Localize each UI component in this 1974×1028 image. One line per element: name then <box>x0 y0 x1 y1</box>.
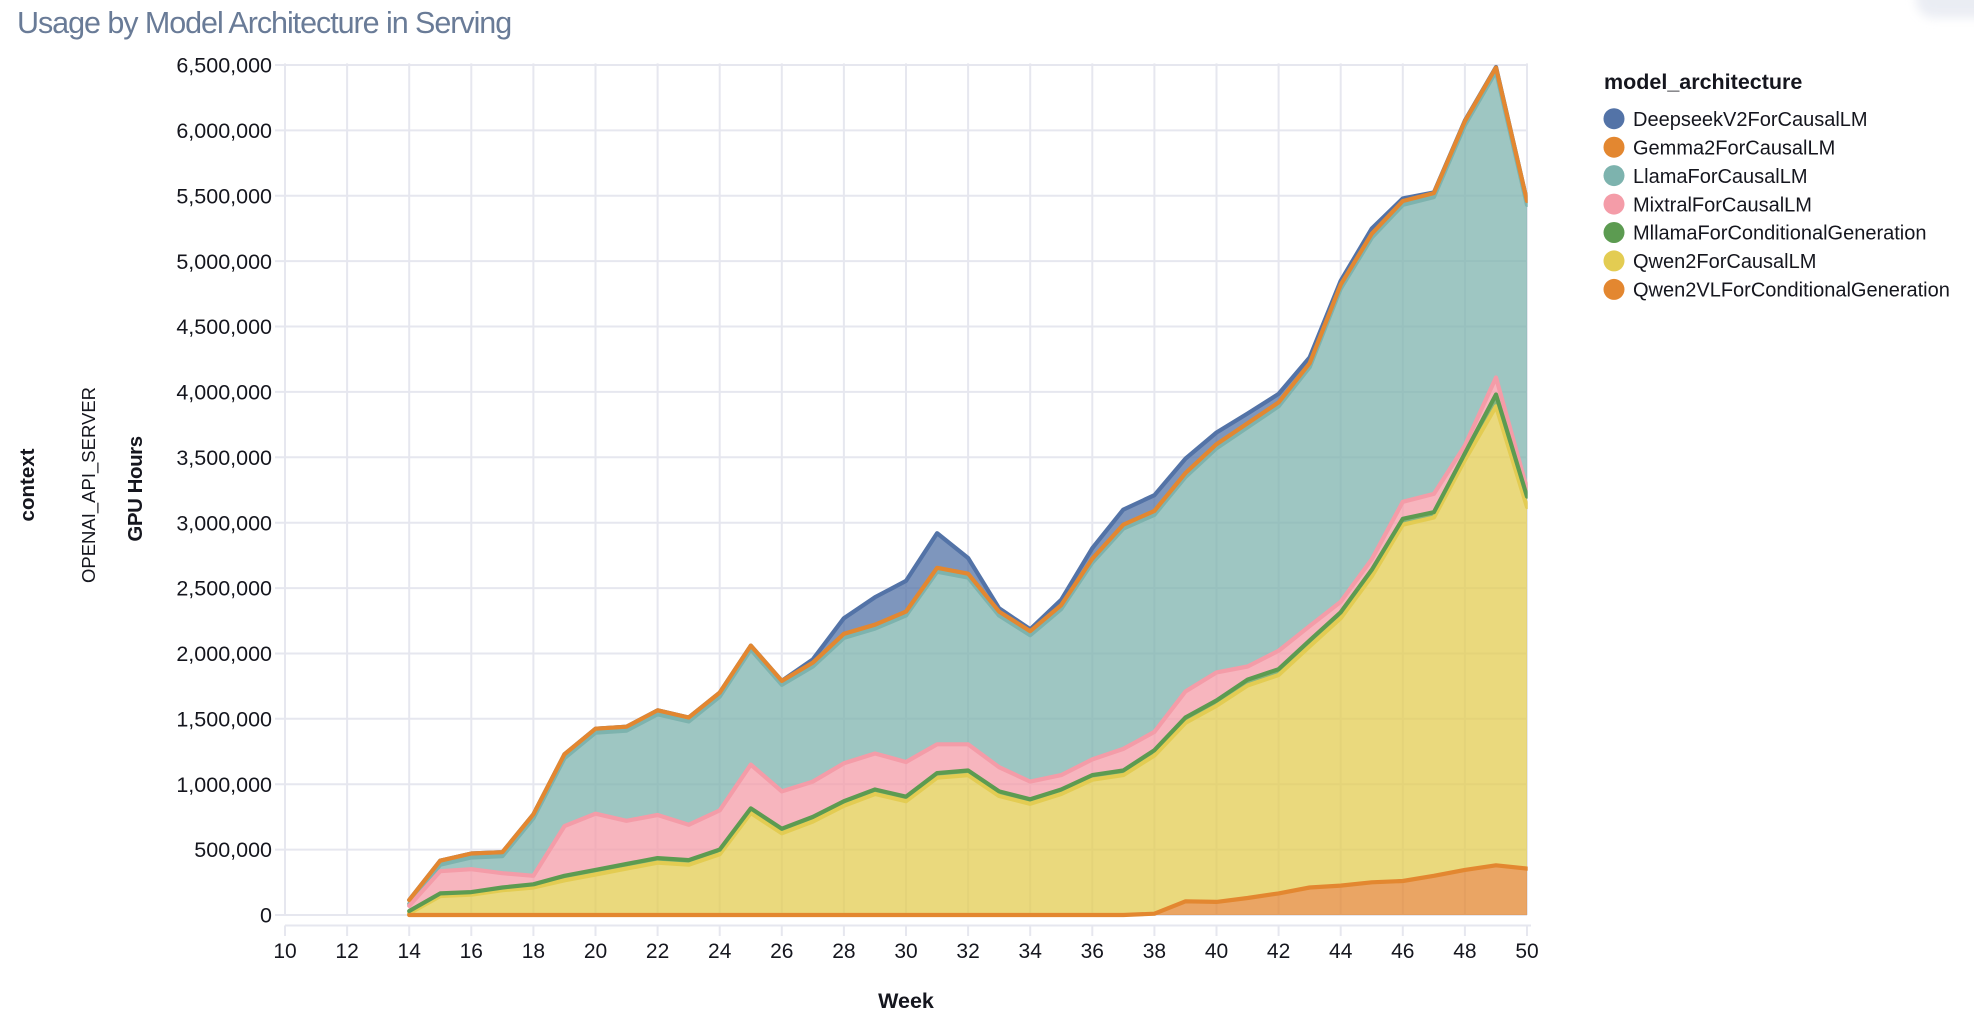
svg-text:40: 40 <box>1205 940 1228 963</box>
svg-text:5,500,000: 5,500,000 <box>176 184 272 208</box>
svg-text:LlamaForCausalLM: LlamaForCausalLM <box>1633 166 1808 188</box>
svg-text:Gemma2ForCausalLM: Gemma2ForCausalLM <box>1633 137 1835 159</box>
svg-text:42: 42 <box>1267 940 1290 963</box>
svg-text:1,000,000: 1,000,000 <box>176 773 272 797</box>
svg-text:GPU Hours: GPU Hours <box>124 436 147 541</box>
svg-text:4,500,000: 4,500,000 <box>176 315 272 339</box>
svg-text:1,500,000: 1,500,000 <box>176 707 272 731</box>
svg-text:20: 20 <box>584 940 607 963</box>
svg-text:2,500,000: 2,500,000 <box>176 577 272 601</box>
svg-text:22: 22 <box>646 940 669 963</box>
svg-text:0: 0 <box>260 904 272 928</box>
svg-text:24: 24 <box>708 940 732 963</box>
svg-text:26: 26 <box>770 940 793 963</box>
svg-text:Qwen2ForCausalLM: Qwen2ForCausalLM <box>1633 251 1816 273</box>
svg-text:34: 34 <box>1019 940 1043 963</box>
svg-text:3,000,000: 3,000,000 <box>176 511 272 535</box>
svg-text:500,000: 500,000 <box>194 838 272 862</box>
svg-text:48: 48 <box>1453 940 1476 963</box>
svg-text:14: 14 <box>398 940 422 963</box>
svg-text:46: 46 <box>1391 940 1414 963</box>
svg-text:50: 50 <box>1515 940 1538 963</box>
svg-text:Usage by Model Architecture in: Usage by Model Architecture in Serving <box>17 6 511 40</box>
svg-text:OPENAI_API_SERVER: OPENAI_API_SERVER <box>78 387 100 583</box>
svg-text:28: 28 <box>832 940 855 963</box>
svg-text:MllamaForConditionalGeneration: MllamaForConditionalGeneration <box>1633 223 1926 245</box>
svg-text:context: context <box>16 448 39 521</box>
svg-text:36: 36 <box>1081 940 1104 963</box>
svg-text:3,500,000: 3,500,000 <box>176 446 272 470</box>
svg-text:38: 38 <box>1143 940 1166 963</box>
svg-text:2,000,000: 2,000,000 <box>176 642 272 666</box>
svg-text:10: 10 <box>273 940 296 963</box>
svg-text:6,000,000: 6,000,000 <box>176 119 272 143</box>
svg-text:Week: Week <box>878 989 934 1013</box>
svg-text:18: 18 <box>522 940 545 963</box>
svg-text:Qwen2VLForConditionalGeneratio: Qwen2VLForConditionalGeneration <box>1633 280 1950 302</box>
svg-text:6,500,000: 6,500,000 <box>176 54 272 78</box>
svg-text:32: 32 <box>956 940 979 963</box>
svg-text:DeepseekV2ForCausalLM: DeepseekV2ForCausalLM <box>1633 109 1868 131</box>
svg-text:model_architecture: model_architecture <box>1604 70 1802 94</box>
svg-text:44: 44 <box>1329 940 1353 963</box>
svg-text:4,000,000: 4,000,000 <box>176 381 272 405</box>
svg-text:30: 30 <box>894 940 917 963</box>
svg-text:5,000,000: 5,000,000 <box>176 250 272 274</box>
svg-text:12: 12 <box>335 940 358 963</box>
svg-text:MixtralForCausalLM: MixtralForCausalLM <box>1633 194 1812 216</box>
svg-text:16: 16 <box>460 940 483 963</box>
